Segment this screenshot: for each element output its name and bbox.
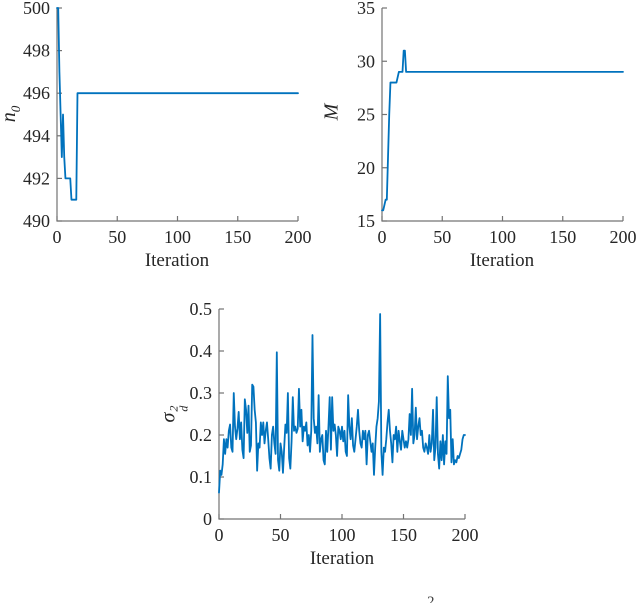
xlabel-sigma-d2: Iteration: [309, 548, 375, 569]
ylabel-n0: n0: [0, 106, 24, 123]
sigma_d2-series-line: [218, 313, 466, 494]
ylabel-M: M: [321, 104, 344, 121]
sigma_d2-y-tick-label: 0.5: [190, 299, 213, 319]
M-y-tick-label: 30: [357, 51, 375, 71]
sigma_d2-x-tick-label: 50: [272, 525, 290, 545]
ylabel-n0-sub: 0: [8, 105, 23, 113]
n0-x-tick-label: 0: [53, 227, 62, 247]
xlabel-n0: Iteration: [144, 250, 210, 271]
sigma_d2-x-tick-label: 150: [390, 525, 417, 545]
sigma_d2-x-tick-label: 100: [329, 525, 356, 545]
ylabel-n0-base: n: [0, 112, 20, 123]
sigma_d2-y-tick-label: 0.4: [190, 341, 213, 361]
xlabel-M: Iteration: [469, 250, 535, 271]
M-y-tick-label: 25: [357, 105, 375, 125]
M-x-tick-label: 100: [489, 227, 516, 247]
n0-x-tick-label: 200: [285, 227, 312, 247]
ylabel-M-base: M: [320, 103, 343, 121]
M-x-tick-label: 200: [610, 227, 637, 247]
sigma_d2-y-tick-label: 0.2: [190, 425, 213, 445]
n0-y-tick-label: 496: [23, 83, 50, 103]
M-subplot: 0 50 100 150 200 15 20 25 30 35: [357, 0, 637, 247]
M-y-tick-label: 20: [357, 158, 375, 178]
n0-y-tick-label: 492: [23, 168, 50, 188]
M-y-tick-label: 15: [357, 211, 375, 231]
n0-axis-lines: [56, 8, 298, 222]
n0-y-tick-label: 490: [23, 211, 50, 231]
ylabel-sigma-sub: d: [176, 405, 191, 412]
n0-y-tick-label: 498: [23, 41, 50, 61]
n0-subplot: 0 50 100 150 200 490 492 494 496 498 500: [23, 0, 312, 247]
sigma_d2-x-tick-label: 0: [215, 525, 224, 545]
sigma_d2-y-tick-label: 0.3: [190, 383, 213, 403]
M-y-tick-label: 35: [357, 0, 375, 18]
M-axis-lines: [381, 8, 623, 222]
n0-x-tick-label: 50: [108, 227, 126, 247]
sigma_d2-y-tick-label: 0.1: [190, 467, 213, 487]
caption-fragment: 2: [427, 594, 435, 603]
n0-series-line: [56, 7, 299, 201]
M-series-line: [381, 49, 624, 212]
n0-y-tick-label: 500: [23, 0, 50, 18]
M-x-tick-label: 50: [433, 227, 451, 247]
M-x-tick-label: 150: [549, 227, 576, 247]
ylabel-sigma-base: σ: [157, 412, 180, 423]
M-x-tick-label: 0: [378, 227, 387, 247]
sigma_d2-x-tick-label: 200: [452, 525, 479, 545]
n0-y-tick-label: 494: [23, 126, 50, 146]
n0-x-tick-label: 150: [224, 227, 251, 247]
sigma_d2-y-tick-label: 0: [203, 509, 212, 529]
n0-x-tick-label: 100: [164, 227, 191, 247]
sigma_d2-subplot: 0 50 100 150 200 0 0.1 0.2 0.3 0.4 0.5: [190, 299, 479, 545]
